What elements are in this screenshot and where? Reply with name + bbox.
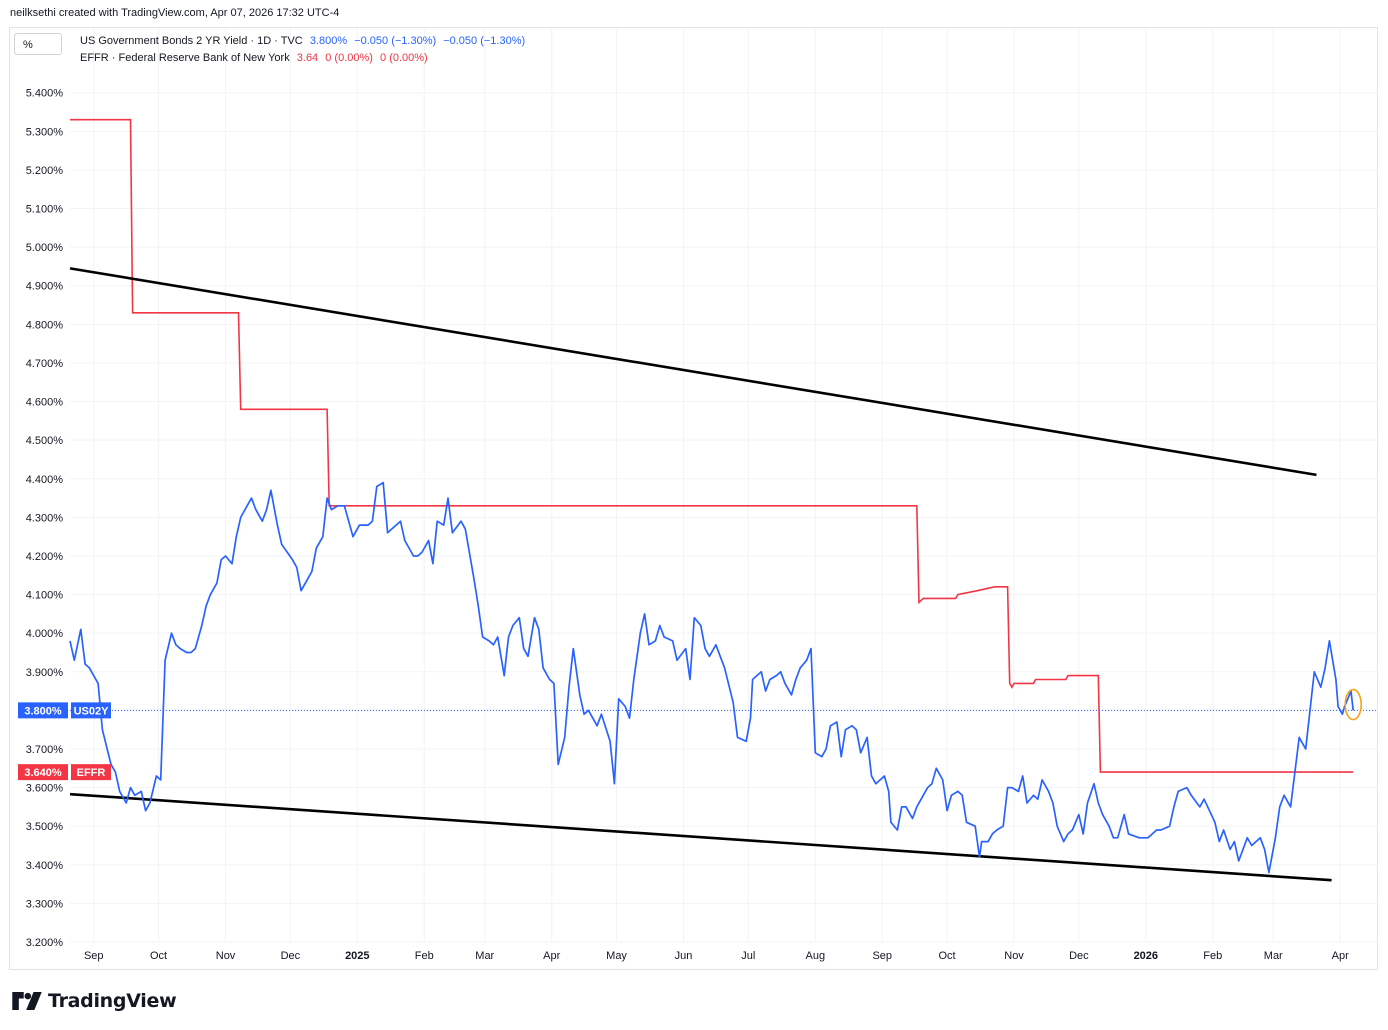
y-tick-label: 3.700% bbox=[26, 744, 64, 756]
x-tick-label: Jun bbox=[675, 950, 693, 962]
x-axis: Sep Oct Nov Dec 2025 Feb Mar Apr May Jun Jul Aug Sep… bbox=[84, 950, 1349, 962]
us02y-line bbox=[69, 481, 1355, 874]
x-tick-label: Mar bbox=[475, 950, 494, 962]
legend-effr-change: 0 (0.00%) bbox=[325, 52, 373, 64]
grid-layer bbox=[70, 28, 1378, 943]
x-tick-label: Oct bbox=[939, 950, 956, 962]
effr-ticker-badge bbox=[71, 764, 111, 781]
legend-us02y[interactable]: US Government Bonds 2 YR Yield · 1D · TV… bbox=[80, 35, 529, 47]
x-tick-label: Feb bbox=[415, 950, 434, 962]
effr-ticker-label: EFFR bbox=[77, 767, 106, 779]
y-axis: 5.400% 5.300% 5.200% 5.100% 5.000% 4.900% 4.80… bbox=[26, 88, 64, 949]
y-tick-label: 3.400% bbox=[26, 860, 64, 872]
x-tick-label: 2025 bbox=[345, 950, 369, 962]
x-tick-label: Dec bbox=[281, 950, 301, 962]
x-tick-label: Nov bbox=[1004, 950, 1024, 962]
x-tick-label: Sep bbox=[872, 950, 892, 962]
y-tick-label: 3.500% bbox=[26, 821, 64, 833]
chart-frame bbox=[9, 27, 1378, 970]
y-tick-label: 4.100% bbox=[26, 590, 64, 602]
x-tick-label: Nov bbox=[216, 950, 236, 962]
y-tick-label: 4.500% bbox=[26, 435, 64, 447]
y-tick-label: 4.800% bbox=[26, 319, 64, 331]
x-tick-label: Mar bbox=[1264, 950, 1283, 962]
us02y-ticker-label: US02Y bbox=[74, 705, 110, 717]
y-tick-label: 4.900% bbox=[26, 281, 64, 293]
legend-effr[interactable]: EFFR · Federal Reserve Bank of New York … bbox=[80, 52, 432, 64]
y-tick-label: 4.300% bbox=[26, 512, 64, 524]
trendline-layer bbox=[69, 267, 1332, 882]
chart-caption: neilksethi created with TradingView.com,… bbox=[10, 7, 340, 19]
tradingview-logo-icon bbox=[12, 992, 42, 1010]
legend-effr-change2: 0 (0.00%) bbox=[380, 52, 428, 64]
x-tick-label: Feb bbox=[1203, 950, 1222, 962]
legend-us02y-name: US Government Bonds 2 YR Yield · 1D · TV… bbox=[80, 35, 303, 47]
y-tick-label: 4.700% bbox=[26, 358, 64, 370]
upper-trendline bbox=[69, 267, 1317, 477]
us02y-value-badge bbox=[18, 702, 68, 719]
effr-value-label: 3.640% bbox=[24, 767, 62, 779]
us02y-ticker-badge bbox=[71, 702, 111, 719]
legend-us02y-change2: −0.050 (−1.30%) bbox=[443, 35, 526, 47]
effr-line bbox=[70, 118, 1354, 773]
tradingview-logo-text: TradingView bbox=[48, 990, 177, 1012]
legend-effr-name: EFFR · Federal Reserve Bank of New York bbox=[80, 52, 290, 64]
y-tick-label: 4.400% bbox=[26, 474, 64, 486]
x-tick-label: 2026 bbox=[1134, 950, 1158, 962]
x-tick-label: Dec bbox=[1069, 950, 1089, 962]
lower-trendline bbox=[69, 792, 1332, 882]
effr-value-badge bbox=[18, 764, 68, 781]
y-tick-label: 5.200% bbox=[26, 165, 64, 177]
y-tick-label: 5.000% bbox=[26, 242, 64, 254]
us02y-layer bbox=[69, 481, 1378, 874]
tradingview-logo[interactable]: TradingView bbox=[12, 990, 177, 1012]
y-tick-label: 5.100% bbox=[26, 204, 64, 216]
x-tick-label: Apr bbox=[543, 950, 560, 962]
effr-layer bbox=[70, 118, 1354, 773]
x-tick-label: Apr bbox=[1332, 950, 1349, 962]
legend-effr-last: 3.64 bbox=[296, 52, 319, 64]
y-tick-label: 5.400% bbox=[26, 88, 64, 100]
y-tick-label: 4.600% bbox=[26, 397, 64, 409]
y-tick-label: 3.600% bbox=[26, 783, 64, 795]
x-tick-label: Aug bbox=[806, 950, 826, 962]
y-tick-label: 4.200% bbox=[26, 551, 64, 563]
legend-us02y-last: 3.800% bbox=[309, 35, 348, 47]
price-labels: 3.800% US02Y 3.640% EFFR bbox=[18, 702, 111, 781]
y-tick-label: 3.200% bbox=[26, 937, 64, 949]
y-tick-label: 5.300% bbox=[26, 126, 64, 138]
unit-selector[interactable]: % bbox=[14, 33, 62, 55]
y-tick-label: 3.300% bbox=[26, 898, 64, 910]
y-tick-label: 4.000% bbox=[26, 628, 64, 640]
us02y-value-label: 3.800% bbox=[24, 705, 62, 717]
x-tick-label: Oct bbox=[150, 950, 167, 962]
y-tick-label: 3.900% bbox=[26, 667, 64, 679]
legend-us02y-change: −0.050 (−1.30%) bbox=[354, 35, 437, 47]
last-point-circle bbox=[1344, 688, 1362, 721]
x-tick-label: May bbox=[606, 950, 627, 962]
x-tick-label: Jul bbox=[741, 950, 755, 962]
x-tick-label: Sep bbox=[84, 950, 104, 962]
